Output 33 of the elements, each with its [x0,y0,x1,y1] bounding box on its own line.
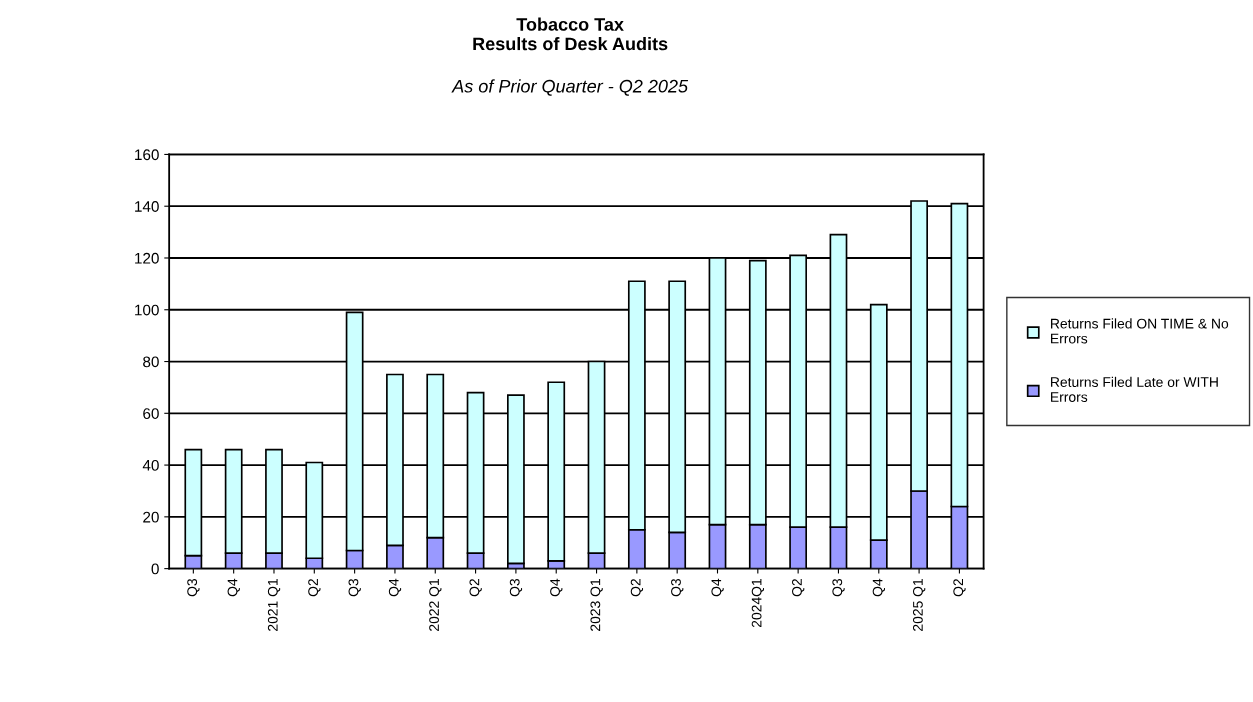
x-tick-label: 2023 Q1 [590,579,603,631]
x-tick-label: Q4 [711,578,724,597]
x-tick-label: Q4 [388,578,402,597]
legend-label: Returns Filed ON TIME & No Errors [1051,318,1229,344]
x-tick-label: 2025 Q1 [912,579,926,631]
y-tick-label: 120 [135,252,159,264]
y-tick-label: 160 [135,149,159,161]
chart-title: Tobacco Tax Results of Desk Audits [473,17,668,51]
x-tick-label: Q3 [509,578,523,597]
y-tick-label: 20 [143,511,159,523]
y-tick-label: 40 [142,459,159,471]
x-tick-label: Q3 [348,578,361,597]
x-tick-label: Q2 [630,579,644,597]
chart-subtitle: As of Prior Quarter - Q2 2025 [451,79,689,96]
x-tick-label: Q3 [671,578,684,597]
x-tick-label: Q2 [953,579,966,597]
x-tick-label: Q2 [308,579,321,597]
x-tick-label: Q4 [227,578,240,597]
y-tick-label: 140 [135,201,159,212]
y-tick-label: 80 [143,356,159,368]
x-tick-label: 2022 Q1 [429,579,442,631]
x-tick-label: Q4 [550,578,563,597]
legend-label: Returns Filed Late or WITH Errors [1051,376,1218,402]
x-tick-label: Q3 [832,578,845,597]
y-tick-label: 100 [135,304,159,316]
y-tick-label: 60 [143,408,159,419]
x-tick-label: Q2 [469,579,482,597]
x-tick-label: 2024Q1 [751,579,765,628]
x-tick-label: 2021 Q1 [267,579,281,631]
x-tick-label: Q2 [792,579,805,597]
x-tick-label: Q4 [872,578,885,597]
x-tick-label: Q3 [187,578,200,597]
y-tick-label: 0 [151,563,159,575]
